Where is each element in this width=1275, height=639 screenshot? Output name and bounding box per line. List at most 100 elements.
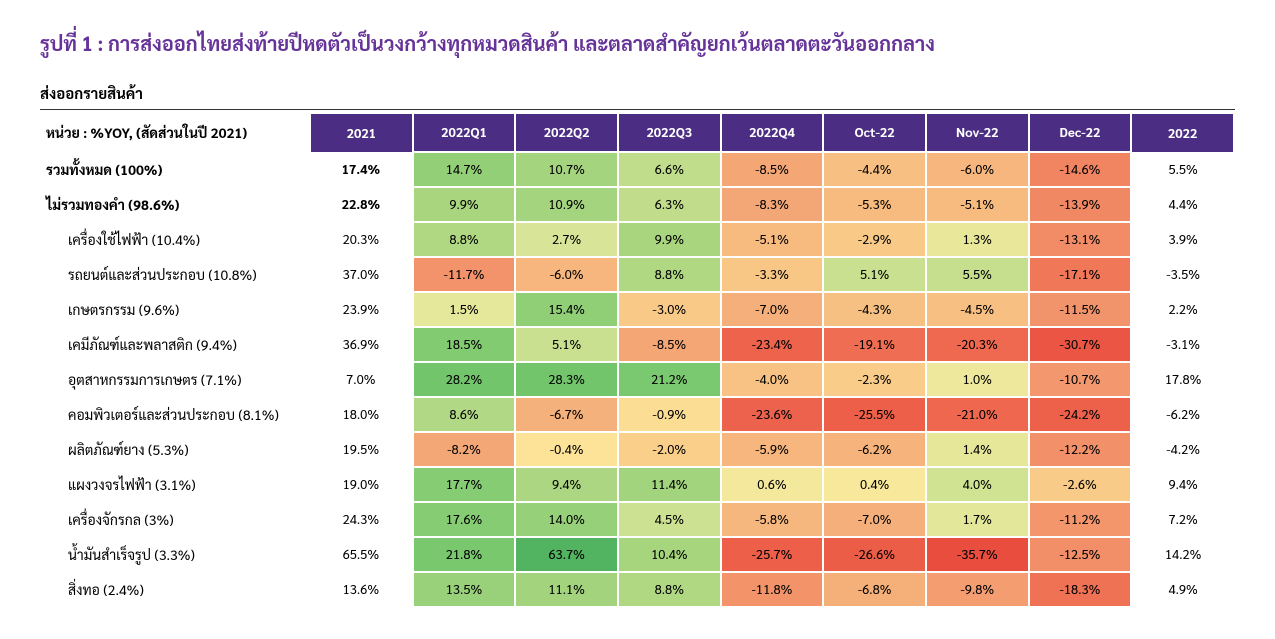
cell-value: 5.1% xyxy=(823,257,926,292)
cell-value: -6.0% xyxy=(515,257,618,292)
cell-value: 19.0% xyxy=(310,467,413,502)
cell-value: 9.9% xyxy=(618,222,721,257)
row-label: เครื่องจักรกล (3%) xyxy=(40,502,310,537)
cell-value: -35.7% xyxy=(926,537,1029,572)
cell-value: 5.1% xyxy=(515,327,618,362)
cell-value: -4.4% xyxy=(823,152,926,187)
cell-value: 8.6% xyxy=(413,397,516,432)
cell-value: 3.9% xyxy=(1131,222,1234,257)
cell-value: 37.0% xyxy=(310,257,413,292)
column-header: 2021 xyxy=(310,114,413,152)
cell-value: 0.6% xyxy=(721,467,824,502)
cell-value: -5.9% xyxy=(721,432,824,467)
column-header: Nov-22 xyxy=(926,114,1029,152)
cell-value: 2.2% xyxy=(1131,292,1234,327)
cell-value: 21.8% xyxy=(413,537,516,572)
cell-value: -17.1% xyxy=(1029,257,1132,292)
cell-value: -5.8% xyxy=(721,502,824,537)
cell-value: -11.7% xyxy=(413,257,516,292)
cell-value: -2.6% xyxy=(1029,467,1132,502)
cell-value: -10.7% xyxy=(1029,362,1132,397)
cell-value: 2.7% xyxy=(515,222,618,257)
cell-value: -12.2% xyxy=(1029,432,1132,467)
cell-value: 65.5% xyxy=(310,537,413,572)
cell-value: 17.4% xyxy=(310,152,413,187)
cell-value: -3.5% xyxy=(1131,257,1234,292)
cell-value: 10.7% xyxy=(515,152,618,187)
cell-value: 4.4% xyxy=(1131,187,1234,222)
cell-value: -11.8% xyxy=(721,572,824,607)
cell-value: -13.9% xyxy=(1029,187,1132,222)
cell-value: -20.3% xyxy=(926,327,1029,362)
cell-value: 6.3% xyxy=(618,187,721,222)
cell-value: -7.0% xyxy=(823,502,926,537)
cell-value: -12.5% xyxy=(1029,537,1132,572)
cell-value: -2.9% xyxy=(823,222,926,257)
cell-value: 19.5% xyxy=(310,432,413,467)
row-label: น้ำมันสำเร็จรูป (3.3%) xyxy=(40,537,310,572)
cell-value: 20.3% xyxy=(310,222,413,257)
table-row: ผลิตภัณฑ์ยาง (5.3%)19.5%-8.2%-0.4%-2.0%-… xyxy=(40,432,1234,467)
cell-value: 17.6% xyxy=(413,502,516,537)
cell-value: 24.3% xyxy=(310,502,413,537)
row-label: สิ่งทอ (2.4%) xyxy=(40,572,310,607)
cell-value: 1.4% xyxy=(926,432,1029,467)
cell-value: -25.5% xyxy=(823,397,926,432)
row-label: รวมทั้งหมด (100%) xyxy=(40,152,310,187)
row-label: ผลิตภัณฑ์ยาง (5.3%) xyxy=(40,432,310,467)
cell-value: -3.1% xyxy=(1131,327,1234,362)
cell-value: 21.2% xyxy=(618,362,721,397)
cell-value: -8.5% xyxy=(618,327,721,362)
cell-value: 7.2% xyxy=(1131,502,1234,537)
cell-value: 9.4% xyxy=(515,467,618,502)
cell-value: -0.9% xyxy=(618,397,721,432)
cell-value: -7.0% xyxy=(721,292,824,327)
cell-value: -6.2% xyxy=(823,432,926,467)
cell-value: -25.7% xyxy=(721,537,824,572)
cell-value: 17.8% xyxy=(1131,362,1234,397)
row-label: เกษตรกรรม (9.6%) xyxy=(40,292,310,327)
cell-value: -0.4% xyxy=(515,432,618,467)
cell-value: -3.3% xyxy=(721,257,824,292)
cell-value: -8.2% xyxy=(413,432,516,467)
cell-value: 17.7% xyxy=(413,467,516,502)
table-row: อุตสาหกรรมการเกษตร (7.1%)7.0%28.2%28.3%2… xyxy=(40,362,1234,397)
table-row: ไม่รวมทองคำ (98.6%)22.8%9.9%10.9%6.3%-8.… xyxy=(40,187,1234,222)
cell-value: -23.4% xyxy=(721,327,824,362)
table-row: สิ่งทอ (2.4%)13.6%13.5%11.1%8.8%-11.8%-6… xyxy=(40,572,1234,607)
cell-value: 15.4% xyxy=(515,292,618,327)
table-subtitle: ส่งออกรายสินค้า xyxy=(40,84,1235,110)
cell-value: 8.8% xyxy=(618,572,721,607)
cell-value: -8.3% xyxy=(721,187,824,222)
cell-value: 18.5% xyxy=(413,327,516,362)
cell-value: 0.4% xyxy=(823,467,926,502)
page-title: รูปที่ 1 : การส่งออกไทยส่งท้ายปีหดตัวเป็… xyxy=(40,30,1235,56)
cell-value: -5.3% xyxy=(823,187,926,222)
cell-value: -6.8% xyxy=(823,572,926,607)
cell-value: 5.5% xyxy=(926,257,1029,292)
cell-value: 10.9% xyxy=(515,187,618,222)
cell-value: -4.0% xyxy=(721,362,824,397)
cell-value: 28.3% xyxy=(515,362,618,397)
cell-value: 28.2% xyxy=(413,362,516,397)
column-header: 2022Q4 xyxy=(721,114,824,152)
export-heatmap-table: หน่วย : %YOY, (สัดส่วนในปี 2021) 2021202… xyxy=(40,114,1235,608)
cell-value: 1.5% xyxy=(413,292,516,327)
table-row: แผงวงจรไฟฟ้า (3.1%)19.0%17.7%9.4%11.4%0.… xyxy=(40,467,1234,502)
row-label: ไม่รวมทองคำ (98.6%) xyxy=(40,187,310,222)
cell-value: -11.5% xyxy=(1029,292,1132,327)
table-row: รวมทั้งหมด (100%)17.4%14.7%10.7%6.6%-8.5… xyxy=(40,152,1234,187)
cell-value: 1.7% xyxy=(926,502,1029,537)
cell-value: 13.6% xyxy=(310,572,413,607)
cell-value: -9.8% xyxy=(926,572,1029,607)
cell-value: 9.4% xyxy=(1131,467,1234,502)
cell-value: -5.1% xyxy=(721,222,824,257)
cell-value: -21.0% xyxy=(926,397,1029,432)
cell-value: -23.6% xyxy=(721,397,824,432)
table-row: รถยนต์และส่วนประกอบ (10.8%)37.0%-11.7%-6… xyxy=(40,257,1234,292)
cell-value: -13.1% xyxy=(1029,222,1132,257)
cell-value: -6.0% xyxy=(926,152,1029,187)
cell-value: -6.2% xyxy=(1131,397,1234,432)
column-header: Dec-22 xyxy=(1029,114,1132,152)
cell-value: 4.0% xyxy=(926,467,1029,502)
